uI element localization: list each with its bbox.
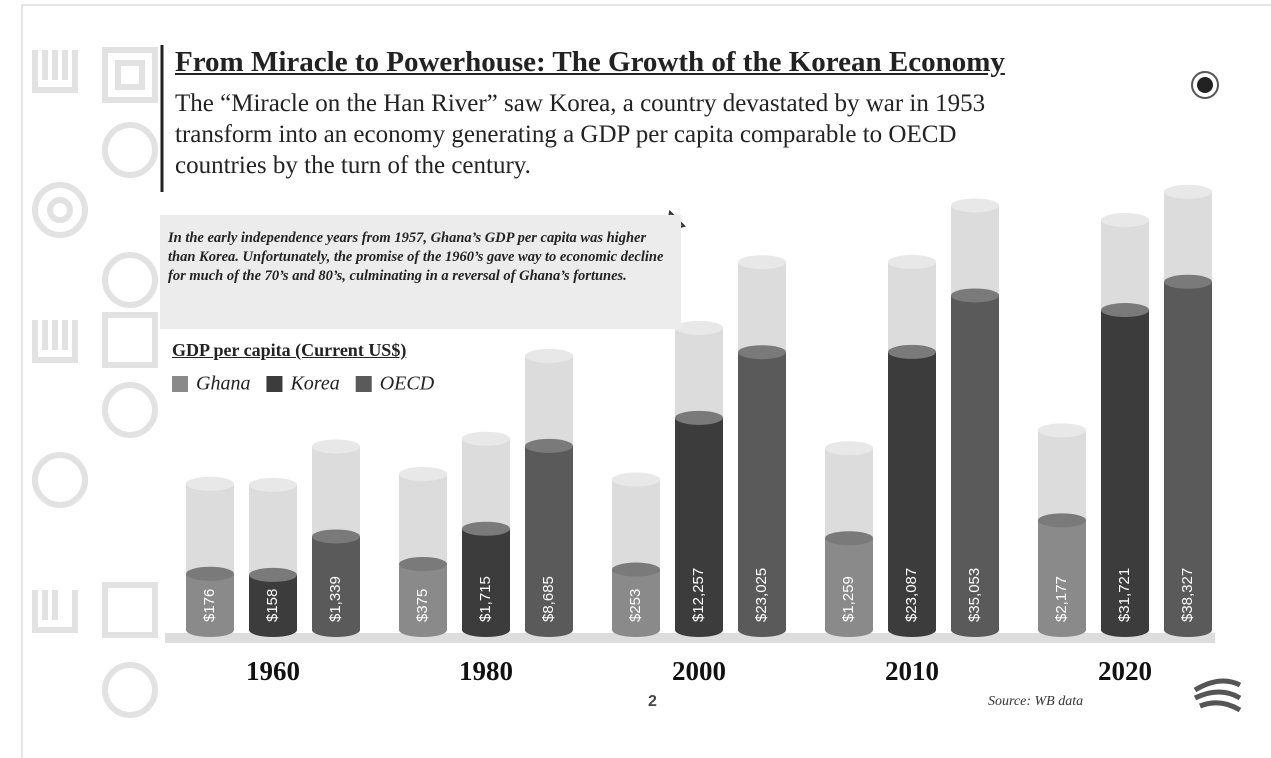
decor-pattern [32, 47, 158, 718]
legend-swatch [266, 376, 283, 392]
legend-swatch [355, 376, 372, 392]
bar [1038, 520, 1086, 630]
bar-backdrop [462, 438, 510, 529]
bar-backdrop-cap [1164, 184, 1212, 199]
bar-backdrop [525, 355, 573, 446]
value-label: $158 [264, 589, 281, 622]
value-label: $23,025 [753, 568, 770, 622]
bar-cap [1038, 513, 1086, 528]
bar-backdrop [612, 479, 660, 570]
bar [525, 445, 573, 630]
value-label: $253 [627, 589, 644, 622]
bar-cap [675, 410, 723, 425]
bar-cap [312, 529, 360, 544]
x-tick-label: 1960 [246, 656, 300, 686]
bar-backdrop-cap [462, 431, 510, 446]
bar-cap [399, 557, 447, 572]
x-tick-label: 2020 [1098, 656, 1152, 686]
value-label: $1,339 [327, 576, 344, 622]
bar-cap [1164, 274, 1212, 289]
bar-backdrop [1101, 220, 1149, 311]
x-tick-label: 2010 [885, 656, 939, 686]
title: From Miracle to Powerhouse: The Growth o… [175, 46, 1005, 78]
bar-cap [951, 288, 999, 303]
legend-label: Ghana [196, 373, 250, 395]
value-label: $8,685 [540, 576, 557, 622]
bar [825, 538, 873, 630]
value-label: $375 [414, 589, 431, 622]
bar-backdrop [186, 483, 234, 574]
y-label: GDP per capita (Current US$) [172, 340, 407, 360]
annotation: In the early independence years from 195… [160, 215, 681, 329]
bar-backdrop [249, 484, 297, 575]
bar-cap [888, 344, 936, 359]
bar [1164, 281, 1212, 630]
bar-cap [249, 567, 297, 582]
value-label: $12,257 [690, 568, 707, 622]
bar [312, 536, 360, 630]
bar-cap [738, 345, 786, 360]
bar-backdrop [738, 262, 786, 353]
value-label: $38,327 [1179, 568, 1196, 622]
bar-cap [525, 438, 573, 453]
bar-backdrop-cap [951, 198, 999, 213]
bar-backdrop-cap [186, 476, 234, 491]
bar-backdrop [825, 448, 873, 539]
bar-cap [1101, 303, 1149, 318]
x-tick-label: 2000 [672, 656, 726, 686]
bar [612, 569, 660, 630]
legend-label: Korea [289, 373, 339, 395]
bar-backdrop-cap [525, 348, 573, 363]
value-label: $23,087 [903, 568, 920, 622]
bar-backdrop [888, 261, 936, 352]
baseline [165, 633, 1215, 643]
bar-backdrop-cap [399, 467, 447, 482]
bar [738, 352, 786, 630]
bar-backdrop-cap [612, 472, 660, 487]
x-tick-label: 1980 [459, 656, 513, 686]
bar-backdrop-cap [312, 439, 360, 454]
bar [462, 528, 510, 630]
bar-backdrop-cap [1101, 213, 1149, 228]
bar-backdrop-cap [675, 320, 723, 335]
bar-backdrop [399, 474, 447, 565]
bar-backdrop-cap [888, 254, 936, 269]
bar-backdrop [675, 327, 723, 418]
bar-backdrop-cap [825, 441, 873, 456]
value-label: $2,177 [1053, 576, 1070, 622]
bar-backdrop-cap [1038, 423, 1086, 438]
bar-cap [825, 531, 873, 546]
bar [186, 573, 234, 630]
bar [399, 564, 447, 630]
bar-cap [612, 562, 660, 577]
flag-icon [1191, 71, 1219, 99]
value-label: $1,715 [477, 576, 494, 622]
logo [1193, 678, 1242, 713]
value-label: $31,721 [1116, 568, 1133, 622]
legend-swatch [172, 376, 188, 392]
bar-backdrop [951, 205, 999, 296]
bar-backdrop [1164, 191, 1212, 282]
source: Source: WB data [988, 694, 1084, 709]
bar [888, 351, 936, 630]
bar [675, 417, 723, 630]
bar-backdrop-cap [738, 255, 786, 270]
value-label: $176 [201, 589, 218, 622]
value-label: $35,053 [966, 568, 983, 622]
bar [249, 574, 297, 630]
bar [951, 295, 999, 630]
bar-backdrop-cap [249, 477, 297, 492]
bar [1101, 310, 1149, 630]
bar-cap [462, 521, 510, 536]
bar-cap [186, 566, 234, 581]
page-number: 2 [648, 693, 657, 710]
bar-backdrop [312, 446, 360, 537]
legend-label: OECD [380, 373, 435, 395]
value-label: $1,259 [840, 576, 857, 622]
bar-backdrop [1038, 430, 1086, 521]
subtitle: The “Miracle on the Han River” saw Korea… [175, 90, 986, 179]
